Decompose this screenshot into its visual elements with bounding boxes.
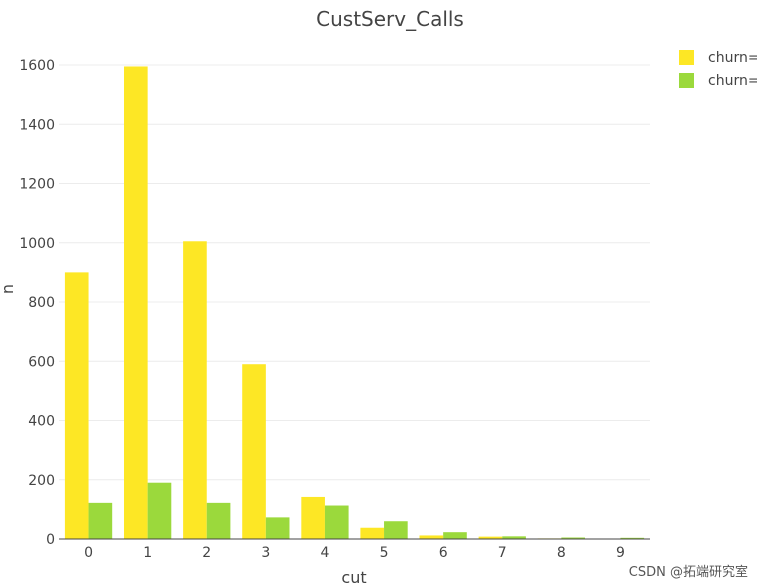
legend-label[interactable]: churn= <box>708 73 757 89</box>
y-tick-labels: 0 200 400 600 800 1000 1200 1400 1600 <box>19 58 55 548</box>
x-tick-labels: 0 1 2 3 4 5 6 7 8 9 <box>84 545 625 561</box>
y-tick-label: 600 <box>28 354 55 370</box>
grid-lines <box>59 64 650 481</box>
x-axis-title: cut <box>341 568 366 585</box>
x-tick-label: 7 <box>498 545 507 561</box>
y-tick-label: 200 <box>28 473 55 489</box>
bar-series-1-cat-1[interactable] <box>147 482 172 539</box>
bar-series-0-cat-6[interactable] <box>419 535 444 539</box>
bar-series-0-cat-0[interactable] <box>64 272 89 539</box>
bar-series-0-cat-2[interactable] <box>183 241 207 540</box>
x-tick-label: 1 <box>143 545 152 561</box>
x-tick-label: 4 <box>320 545 329 561</box>
x-tick-label: 5 <box>380 545 389 561</box>
x-tick-label: 3 <box>261 545 270 561</box>
y-tick-label: 1400 <box>19 117 55 133</box>
bar-series-1-cat-2[interactable] <box>206 502 231 539</box>
y-tick-label: 0 <box>46 532 55 548</box>
y-tick-label: 1600 <box>19 58 55 74</box>
x-tick-label: 9 <box>616 545 625 561</box>
bar-series-1-cat-9[interactable] <box>620 537 645 539</box>
y-tick-label: 800 <box>28 295 55 311</box>
y-tick-label: 1200 <box>19 177 55 193</box>
bars <box>64 66 645 540</box>
bar-series-1-cat-5[interactable] <box>384 521 408 539</box>
legend-label[interactable]: churn= <box>708 50 757 66</box>
bar-series-0-cat-1[interactable] <box>124 66 148 539</box>
bar-series-1-cat-6[interactable] <box>443 532 467 539</box>
legend-swatch[interactable] <box>679 50 694 65</box>
bar-series-1-cat-7[interactable] <box>502 536 526 539</box>
x-tick-label: 8 <box>557 545 566 561</box>
x-tick-label: 0 <box>84 545 93 561</box>
bar-series-0-cat-3[interactable] <box>242 364 266 539</box>
legend-swatch[interactable] <box>679 73 694 88</box>
watermark: CSDN @拓端研究室 <box>629 564 748 580</box>
y-axis-title: n <box>0 284 17 294</box>
x-tick-label: 2 <box>202 545 211 561</box>
legend: churn= churn= <box>679 50 757 89</box>
bar-series-0-cat-4[interactable] <box>301 496 325 539</box>
bar-series-1-cat-3[interactable] <box>265 517 290 539</box>
chart-title: CustServ_Calls <box>316 7 464 31</box>
y-tick-label: 400 <box>28 414 55 430</box>
y-tick-label: 1000 <box>19 236 55 252</box>
bar-series-1-cat-4[interactable] <box>324 505 349 539</box>
bar-series-1-cat-8[interactable] <box>561 537 585 539</box>
bar-series-0-cat-5[interactable] <box>360 527 385 539</box>
x-tick-label: 6 <box>439 545 448 561</box>
bar-series-0-cat-7[interactable] <box>478 536 503 539</box>
bar-series-1-cat-0[interactable] <box>88 502 113 539</box>
